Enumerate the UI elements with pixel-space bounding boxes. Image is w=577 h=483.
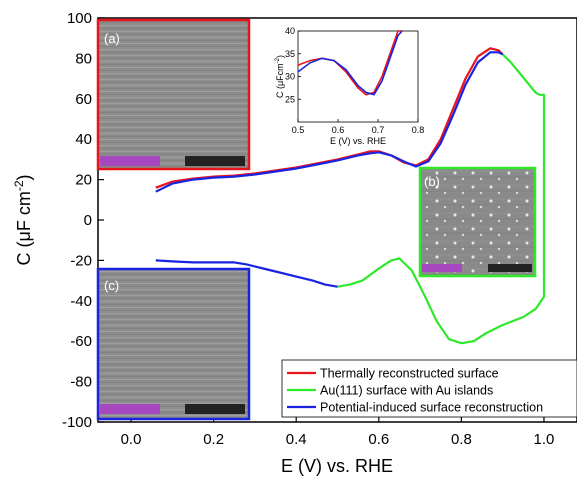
y-axis-title-close: )	[14, 174, 34, 180]
y-tick-label: -20	[70, 252, 92, 269]
y-tick-label: 100	[67, 10, 92, 27]
legend-label: Au(111) surface with Au islands	[320, 384, 493, 398]
series-line-3	[155, 259, 338, 288]
x-tick-label: 0.4	[286, 431, 307, 448]
afm-scalebar-c	[100, 404, 160, 414]
series-line-2	[155, 51, 504, 193]
afm-panel-b: (b)	[418, 166, 537, 278]
afm-panel-a: (a)	[96, 18, 251, 171]
panel-label-b: (b)	[424, 174, 440, 189]
y-axis-title-sup: -2	[12, 180, 26, 191]
panel-label-c: (c)	[104, 278, 119, 293]
afm-colorbar-a	[185, 156, 245, 166]
legend-label: Thermally reconstructed surface	[320, 367, 499, 381]
afm-panel-c: (c)	[96, 267, 251, 421]
afm-border-c	[96, 267, 251, 421]
inset-y-tick-label: 30	[285, 72, 295, 82]
inset-y-tick-label: 35	[285, 49, 295, 59]
inset-x-tick-label: 0.7	[372, 125, 385, 135]
y-axis-title-main: C (μF cm	[14, 191, 34, 265]
y-axis-title: C (μF cm-2)	[12, 174, 34, 265]
inset-x-axis-title: E (V) vs. RHE	[330, 136, 386, 146]
x-tick-label: 1.0	[534, 431, 555, 448]
inset-plot: 0.5 0.6 0.7 0.8 25 30 35 40 E (V) vs. RHE C (μFcm…	[275, 26, 424, 146]
x-tick-label: 0.6	[368, 431, 389, 448]
y-tick-label: 80	[75, 50, 92, 67]
inset-x-tick-label: 0.8	[412, 125, 425, 135]
y-tick-label: -100	[62, 414, 92, 431]
afm-scalebar-a	[100, 156, 160, 166]
inset-x-tick-label: 0.6	[332, 125, 345, 135]
inset-series-line-1	[297, 30, 403, 96]
y-tick-label: 20	[75, 172, 92, 189]
x-tick-label: 0.2	[203, 431, 224, 448]
y-tick-label: -80	[70, 374, 92, 391]
inset-y-axis-title-sup: -2	[275, 57, 281, 63]
afm-colorbar-b	[488, 264, 532, 272]
afm-border-a	[96, 18, 251, 171]
afm-border-b	[418, 166, 537, 278]
x-axis-title: E (V) vs. RHE	[281, 456, 393, 476]
afm-image-b	[420, 168, 535, 276]
legend-box	[281, 359, 577, 418]
y-tick-label: 60	[75, 91, 92, 108]
legend: Thermally reconstructed surface Au(111) s…	[281, 359, 577, 418]
afm-colorbar-c	[185, 404, 245, 414]
afm-scalebar-b	[422, 264, 462, 272]
inset-y-axis-title-main: C (μFcm	[275, 63, 285, 98]
x-tick-label: 0.8	[451, 431, 472, 448]
inset-y-tick-label: 25	[285, 94, 295, 104]
panel-label-a: (a)	[104, 31, 120, 46]
y-tick-label: -40	[70, 293, 92, 310]
afm-image-c	[98, 269, 249, 419]
y-tick-label: 40	[75, 131, 92, 148]
legend-label: Potential-induced surface reconstruction	[320, 401, 543, 415]
inset-frame	[297, 30, 419, 123]
y-tick-label: -60	[70, 333, 92, 350]
series-line-1	[337, 53, 546, 345]
afm-image-a	[98, 20, 249, 169]
inset-y-tick-label: 40	[285, 26, 295, 36]
inset-y-axis-title: C (μFcm-2)	[275, 55, 285, 98]
y-tick-label: 0	[84, 212, 92, 229]
inset-x-tick-label: 0.5	[292, 125, 305, 135]
inset-y-axis-title-close: )	[275, 55, 285, 58]
x-tick-label: 0.0	[121, 431, 142, 448]
